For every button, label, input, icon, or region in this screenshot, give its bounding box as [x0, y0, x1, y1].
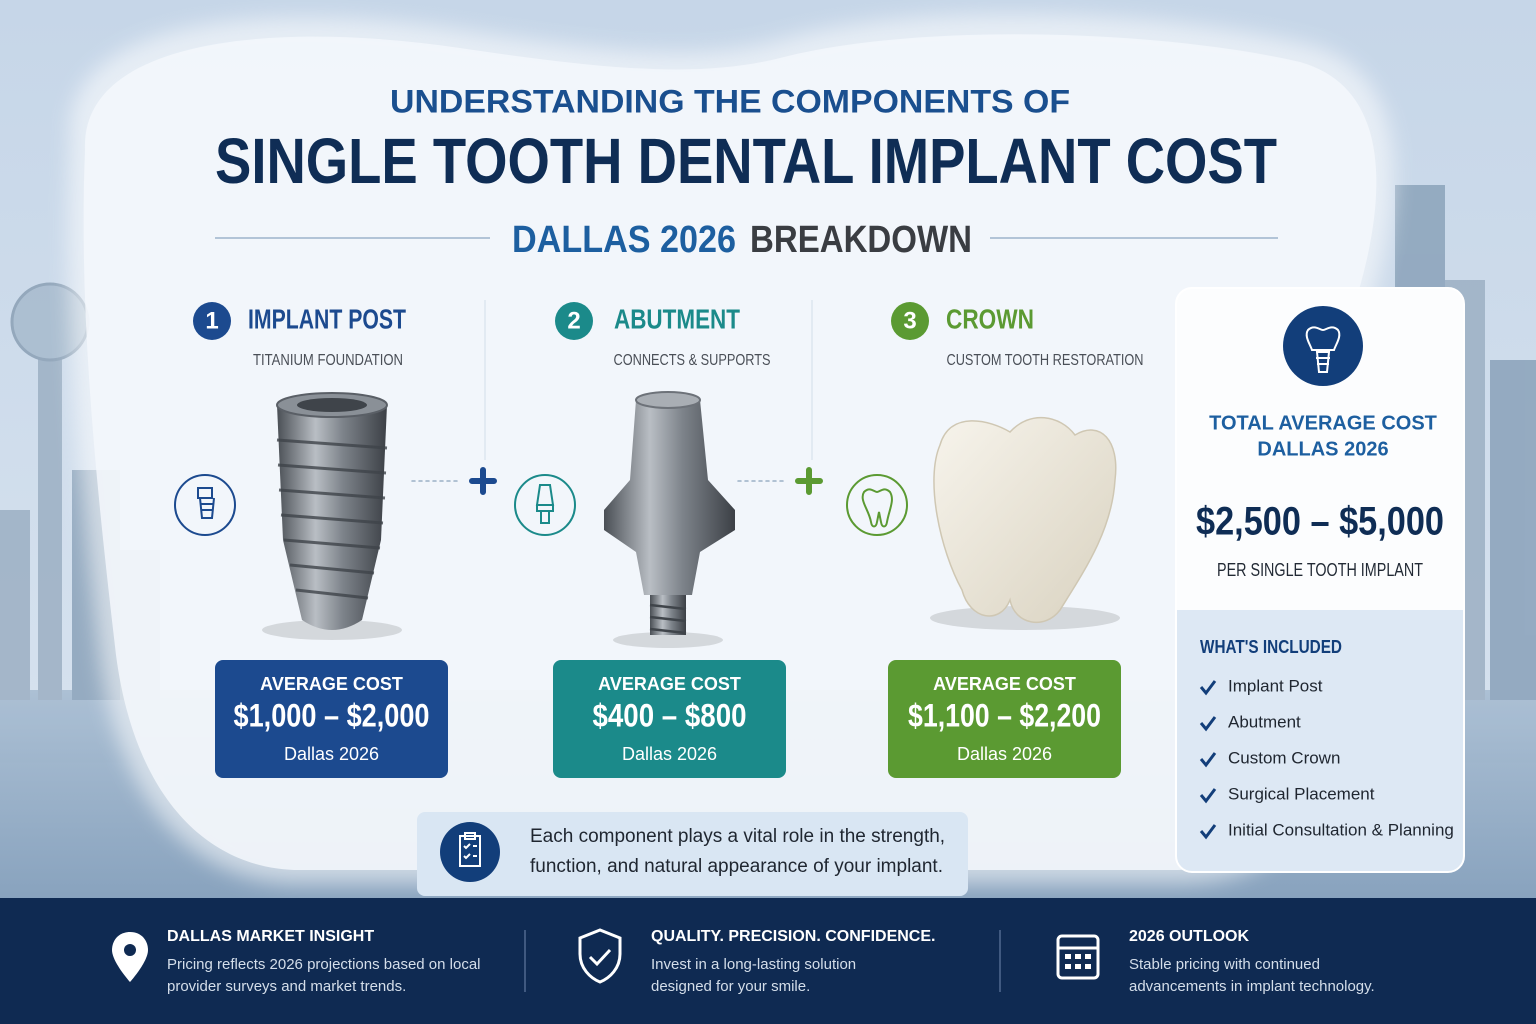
- included-title: WHAT'S INCLUDED: [1200, 637, 1342, 657]
- component-description: TITANIUM FOUNDATION: [253, 352, 403, 369]
- summary-caption: PER SINGLE TOOTH IMPLANT: [1217, 560, 1423, 580]
- check-icon: [1199, 680, 1217, 696]
- column-dividers: [484, 300, 813, 460]
- footer-text: advancements in implant technology.: [1129, 978, 1375, 995]
- footer-text: Pricing reflects 2026 projections based …: [167, 956, 481, 973]
- step-badge: [891, 302, 929, 340]
- note-text: Each component plays a vital role in the…: [530, 826, 945, 847]
- footer-text: Invest in a long-lasting solution: [651, 956, 856, 973]
- component-description: CONNECTS & SUPPORTS: [614, 352, 771, 369]
- summary-title: DALLAS 2026: [1257, 438, 1388, 460]
- summary-panel: [1175, 287, 1465, 873]
- included-item: Abutment: [1228, 712, 1301, 731]
- cost-box: [553, 660, 786, 778]
- crown-image: [930, 417, 1120, 630]
- note-box: [417, 812, 968, 896]
- footer-title: DALLAS MARKET INSIGHT: [167, 928, 374, 945]
- cost-location: Dallas 2026: [957, 744, 1052, 764]
- footer-title: QUALITY. PRECISION. CONFIDENCE.: [651, 928, 935, 945]
- kicker: UNDERSTANDING THE COMPONENTS OF: [390, 83, 1070, 119]
- cost-label: AVERAGE COST: [260, 674, 403, 694]
- included-item: Surgical Placement: [1228, 784, 1375, 803]
- included-item: Custom Crown: [1228, 748, 1340, 767]
- footer-bar: [0, 898, 1536, 1024]
- step-badge: [193, 302, 231, 340]
- texts: UNDERSTANDING THE COMPONENTS OF SINGLE TO…: [167, 83, 1454, 995]
- step-number: 2: [567, 307, 580, 334]
- step-number: 1: [205, 307, 218, 334]
- cost-label: AVERAGE COST: [598, 674, 741, 694]
- cost-location: Dallas 2026: [622, 744, 717, 764]
- step-badge: [555, 302, 593, 340]
- step-number: 3: [903, 307, 916, 334]
- summary-title: TOTAL AVERAGE COST: [1209, 412, 1437, 434]
- component-icons: [174, 474, 908, 536]
- summary-price: $2,500 – $5,000: [1196, 500, 1444, 544]
- main-title: SINGLE TOOTH DENTAL IMPLANT COST: [215, 125, 1277, 197]
- cost-box: [888, 660, 1121, 778]
- footer-text: Stable pricing with continued: [1129, 956, 1320, 973]
- subtitle-highlight: DALLAS 2026: [512, 219, 736, 261]
- component-name: CROWN: [946, 303, 1034, 334]
- implant-image: [262, 392, 402, 640]
- plus-connectors: [411, 467, 823, 495]
- component-name: ABUTMENT: [614, 303, 740, 334]
- note-text: function, and natural appearance of your…: [530, 856, 943, 877]
- component-description: CUSTOM TOOTH RESTORATION: [947, 352, 1144, 369]
- footer-title: 2026 OUTLOOK: [1129, 928, 1249, 945]
- cost-value: $400 – $800: [593, 697, 747, 733]
- abutment-image: [604, 391, 735, 648]
- footer-text: designed for your smile.: [651, 978, 810, 995]
- check-icon: [1199, 752, 1217, 768]
- check-icon: [1199, 824, 1217, 840]
- cost-box: [215, 660, 448, 778]
- included-item: Initial Consultation & Planning: [1228, 820, 1454, 839]
- cost-location: Dallas 2026: [284, 744, 379, 764]
- check-icon: [1199, 716, 1217, 732]
- cost-value: $1,000 – $2,000: [234, 697, 430, 733]
- included-item: Implant Post: [1228, 676, 1323, 695]
- cost-value: $1,100 – $2,200: [908, 697, 1101, 733]
- component-name: IMPLANT POST: [248, 303, 406, 334]
- check-icon: [1199, 788, 1217, 804]
- footer-text: provider surveys and market trends.: [167, 978, 406, 995]
- cost-label: AVERAGE COST: [933, 674, 1076, 694]
- subtitle-rest: BREAKDOWN: [750, 219, 972, 261]
